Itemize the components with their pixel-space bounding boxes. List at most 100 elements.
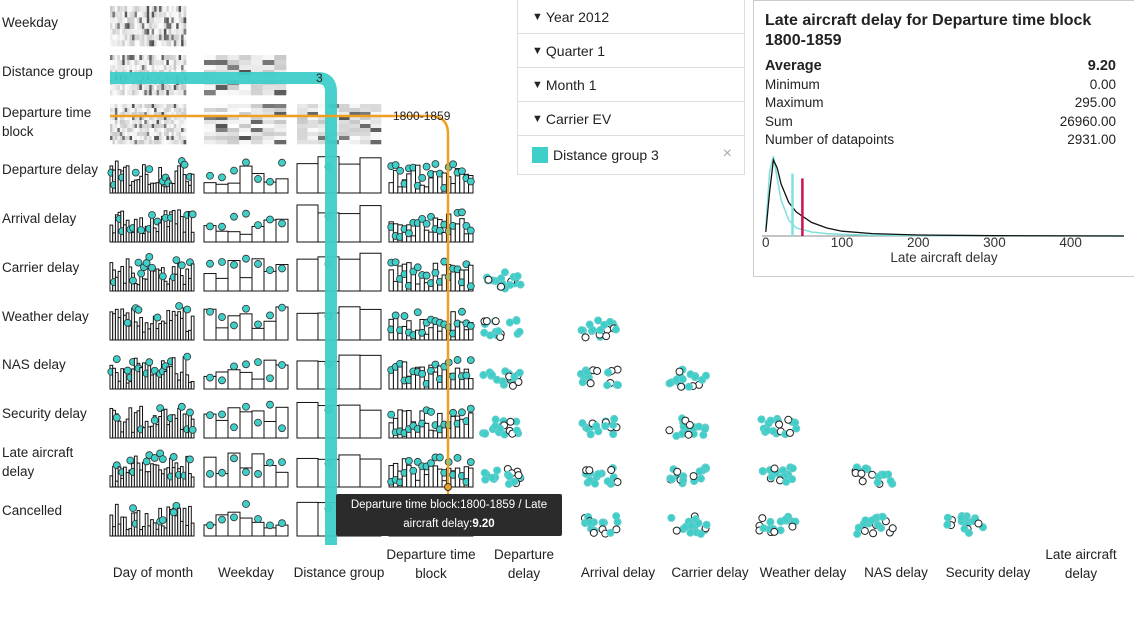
heatmap-cell [159,28,162,35]
heatmap-cell [149,17,152,24]
scatter-point [857,469,866,478]
highlight-point [266,521,274,530]
heatmap-cell [215,136,228,141]
scatter-point [480,468,489,477]
heatmap-cell [124,23,128,30]
heatmap-cell [204,124,217,129]
heatmap-cell [161,140,165,145]
heatmap-cell [250,104,263,109]
heatmap-cell [168,116,172,121]
heatmap-cell [176,6,179,13]
heatmap-cell [141,11,145,18]
stats-row-count: Number of datapoints 2931.00 [765,131,1116,150]
filter-month[interactable]: ▼ Month 1 [518,68,744,102]
scatter-point [592,421,601,430]
heatmap-cell [151,112,155,117]
highlight-point [391,161,400,169]
highlight-point [218,515,226,524]
heatmap-cell [163,55,167,61]
highlight-distance-group[interactable]: Distance group 3 × [518,136,744,174]
row-label-weekday: Weekday [2,15,58,30]
heatmap-cell [114,23,118,30]
heatmap-cell [154,55,157,61]
heatmap-cell [139,34,143,41]
heatmap-cell [127,90,130,96]
bar [410,472,417,488]
heatmap-cell [114,104,118,109]
bar [128,407,133,439]
filter-quarter[interactable]: ▼ Quarter 1 [518,34,744,68]
heatmap-cell [136,136,140,141]
heatmap-cell [114,108,118,113]
heatmap-cell [166,28,170,35]
stats-label: Minimum [765,76,820,92]
heatmap-cell [151,104,155,109]
highlight-point [278,158,286,167]
highlight-point [123,366,132,375]
highlight-column-distance-group-3 [110,72,337,545]
heatmap-cell [119,116,123,121]
heatmap-cell [318,120,329,125]
highlight-point [266,400,274,409]
heatmap-cell [171,124,175,129]
heatmap-cell [274,108,287,113]
filter-year[interactable]: ▼ Year 2012 [518,0,744,34]
heatmap-cell [181,60,184,66]
heatmap-cell [159,132,162,137]
row-label-carrier-delay: Carrier delay [2,260,80,275]
heatmap-cell [339,132,350,137]
heatmap-cell [262,108,275,113]
heatmap-cell [178,116,182,121]
heatmap-cell [161,34,165,41]
heatmap-cell [370,124,382,129]
heatmap-cell [136,23,140,30]
heatmap-cell [173,34,177,41]
heatmap-cell [239,85,252,91]
heatmap-cell [141,65,145,71]
heatmap-cell [159,60,162,66]
heatmap-cell [262,136,275,141]
bar [215,183,229,194]
filter-carrier[interactable]: ▼ Carrier EV [518,102,744,136]
heatmap-cell [156,120,160,125]
heatmap-cell [124,17,128,24]
scatter-point [974,519,983,528]
heatmap-cell [163,136,167,141]
heatmap-cell [117,85,121,91]
heatmap-cell [151,140,155,145]
heatmap-cell [144,60,148,66]
bar [406,173,412,194]
close-icon[interactable]: × [722,145,732,162]
heatmap-cell [360,124,371,129]
heatmap-cell [178,120,182,125]
heatmap-cell [171,85,175,91]
highlight-point [453,356,462,364]
heatmap-cell [161,90,165,96]
heatmap-cell [171,40,175,47]
bar [459,378,465,390]
bar [190,476,195,488]
heatmap-cell [178,104,182,109]
heatmap-cell [149,11,152,18]
highlight-point [422,271,431,280]
heatmap-cell [173,11,177,18]
scatter-point [493,466,502,475]
heatmap-cell [262,120,275,125]
heatmap-cell [262,112,275,117]
heatmap-cell [134,104,138,109]
heatmap-cell [134,116,138,121]
heatmap-cell [166,120,170,125]
highlight-point [206,411,214,420]
heatmap-cell [117,17,121,24]
scatter-point [510,373,519,382]
heatmap-cell [168,85,172,91]
heatmap-cell [227,90,240,96]
heatmap-cell [112,6,116,13]
heatmap-cell [139,120,143,125]
highlight-point [158,455,167,463]
density-tick-label: 300 [983,235,1006,250]
heatmap-cell [227,60,240,66]
heatmap-cell [141,90,145,96]
bar [432,323,439,341]
